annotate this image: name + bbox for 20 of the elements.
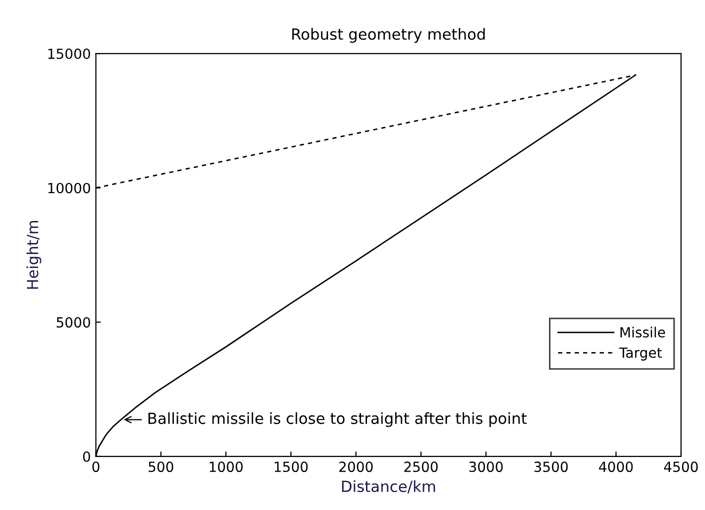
x-tick-label: 4500: [664, 462, 698, 472]
y-axis-title: Height/m: [26, 221, 42, 289]
x-tick-label: 4000: [599, 462, 633, 472]
x-tick-label: 2500: [404, 462, 438, 472]
legend-label: Target: [619, 348, 662, 361]
x-tick-label: 1500: [274, 462, 308, 472]
y-tick-label: 5000: [56, 317, 90, 328]
x-tick-label: 1000: [210, 462, 243, 472]
legend-label: Missile: [620, 326, 666, 338]
annotation: Ballistic missile is close to straight after this point: [148, 412, 527, 428]
y-tick-label: 0: [83, 451, 90, 462]
x-tick-label: 500: [148, 462, 174, 472]
chart-title: Robust geometry method: [292, 28, 485, 43]
x-tick-label: 3500: [534, 462, 568, 472]
x-tick-label: 2000: [339, 462, 373, 472]
x-tick-label: 0: [92, 462, 100, 472]
y-tick-label: 15000: [48, 48, 90, 60]
x-axis-title: Distance/km: [342, 480, 435, 494]
x-tick-label: 3000: [469, 462, 503, 472]
y-tick-label: 10000: [48, 182, 90, 194]
